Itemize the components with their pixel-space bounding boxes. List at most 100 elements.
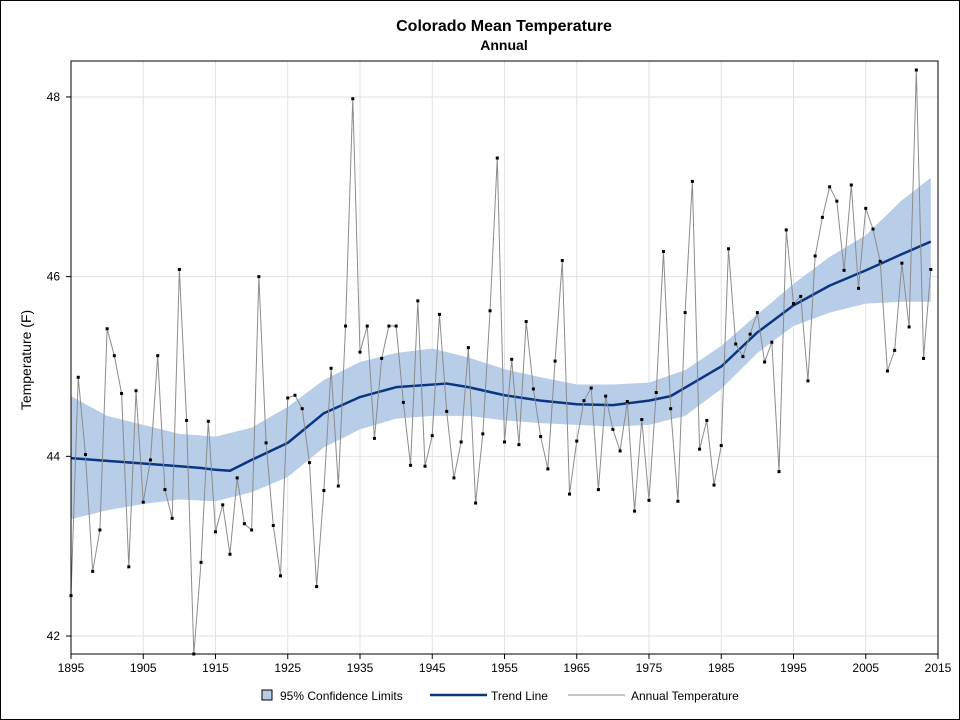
annual-point — [264, 441, 268, 445]
annual-point — [83, 453, 87, 457]
annual-point — [907, 325, 911, 329]
annual-point — [221, 503, 225, 507]
annual-point — [416, 299, 420, 303]
annual-point — [503, 440, 506, 444]
annual-point — [329, 366, 333, 370]
legend-label-trend: Trend Line — [491, 689, 548, 703]
annual-point — [560, 258, 564, 262]
annual-point — [885, 369, 889, 373]
annual-point — [358, 350, 362, 354]
annual-point — [857, 286, 861, 290]
annual-point — [618, 449, 622, 453]
annual-point — [163, 488, 167, 492]
annual-point — [763, 360, 767, 364]
x-tick-label: 1945 — [419, 661, 446, 675]
annual-point — [279, 574, 283, 578]
annual-point — [531, 387, 535, 391]
annual-point — [582, 399, 586, 403]
annual-point — [177, 267, 181, 271]
annual-point — [589, 386, 593, 390]
annual-point — [546, 467, 550, 471]
annual-point — [553, 359, 557, 363]
annual-point — [777, 470, 781, 474]
annual-point — [423, 464, 427, 468]
annual-layer — [69, 68, 933, 656]
annual-point — [380, 356, 384, 360]
annual-point — [293, 393, 297, 397]
annual-point — [430, 434, 434, 438]
annual-point — [120, 391, 124, 395]
annual-point — [842, 268, 846, 272]
annual-point — [690, 179, 694, 183]
x-tick-label: 1985 — [708, 661, 735, 675]
x-tick-label: 1915 — [202, 661, 229, 675]
annual-point — [799, 294, 803, 298]
annual-point — [806, 379, 810, 383]
annual-point — [712, 483, 716, 487]
annual-point — [495, 156, 499, 160]
annual-point — [734, 342, 738, 346]
annual-point — [394, 324, 398, 328]
annual-point — [351, 97, 355, 101]
annual-point — [698, 447, 702, 451]
annual-point — [228, 552, 232, 556]
annual-point — [307, 461, 311, 465]
x-tick-label: 1975 — [636, 661, 663, 675]
annual-point — [250, 528, 254, 532]
annual-point — [409, 463, 413, 467]
annual-point — [271, 524, 275, 528]
legend: 95% Confidence Limits Trend Line Annual … — [261, 689, 739, 703]
annual-point — [828, 185, 832, 189]
annual-point — [676, 499, 680, 503]
annual-point — [849, 183, 853, 187]
annual-point — [813, 254, 817, 258]
y-tick-label: 48 — [47, 90, 61, 104]
annual-point — [524, 320, 528, 324]
annual-point — [156, 354, 160, 358]
tick-layer: 1895 1905 1915 1925 1935 1945 1955 1965 1975 1985… — [47, 90, 952, 675]
annual-point — [575, 439, 579, 443]
annual-point — [784, 228, 788, 232]
annual-point — [611, 427, 615, 431]
annual-point — [510, 357, 514, 361]
y-axis-label: Temperature (F) — [18, 310, 34, 410]
annual-point — [387, 324, 391, 328]
annual-point — [517, 443, 521, 447]
annual-point — [914, 68, 918, 72]
x-tick-label: 2015 — [925, 661, 952, 675]
y-tick-label: 46 — [47, 270, 61, 284]
annual-point — [878, 259, 882, 263]
chart-subtitle: Annual — [480, 37, 527, 53]
annual-point — [568, 492, 572, 496]
annual-point — [922, 356, 926, 360]
annual-point — [748, 332, 752, 336]
annual-point — [871, 227, 875, 231]
y-tick-label: 44 — [47, 449, 61, 463]
annual-point — [683, 311, 687, 315]
annual-point — [705, 418, 709, 422]
annual-point — [770, 340, 774, 344]
annual-point — [365, 324, 369, 328]
annual-point — [835, 199, 839, 203]
x-tick-label: 1955 — [491, 661, 518, 675]
annual-point — [315, 585, 319, 589]
x-tick-label: 1905 — [130, 661, 157, 675]
annual-point — [481, 432, 485, 436]
annual-point — [900, 261, 904, 265]
annual-point — [929, 267, 933, 271]
annual-point — [185, 418, 189, 422]
chart-title: Colorado Mean Temperature — [396, 18, 612, 35]
annual-point — [199, 560, 203, 564]
annual-point — [286, 396, 290, 400]
annual-point — [257, 275, 261, 279]
annual-point — [401, 400, 405, 404]
legend-label-confidence: 95% Confidence Limits — [280, 689, 403, 703]
annual-point — [755, 311, 759, 315]
annual-point — [864, 206, 868, 210]
x-tick-label: 1965 — [563, 661, 590, 675]
annual-point — [452, 476, 456, 480]
annual-point — [112, 354, 116, 358]
annual-point — [741, 355, 745, 359]
annual-point — [661, 249, 665, 253]
